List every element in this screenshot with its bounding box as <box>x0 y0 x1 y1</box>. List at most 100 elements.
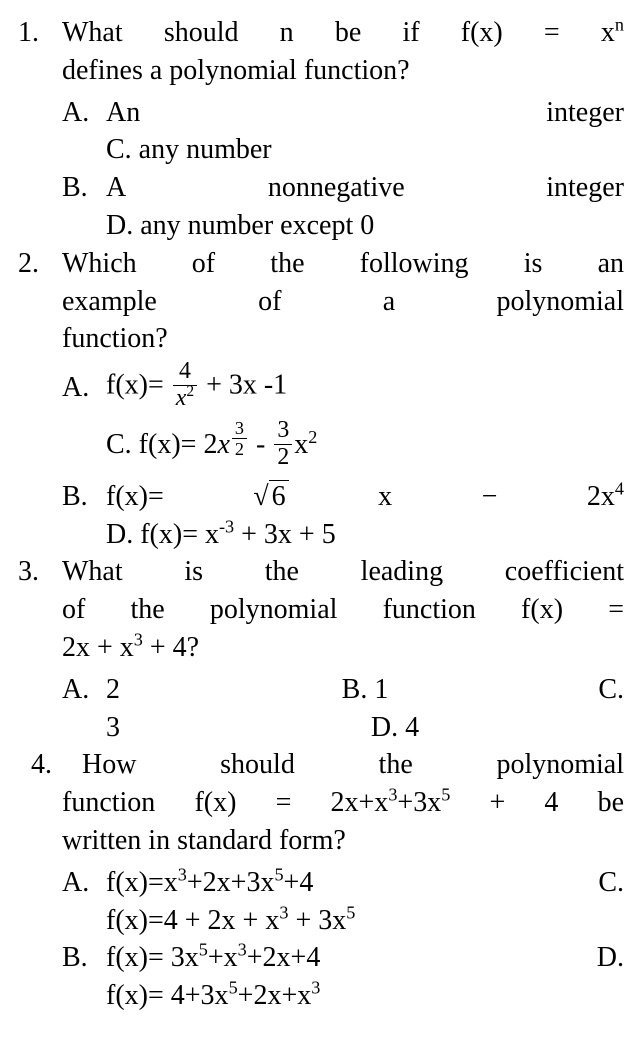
q1-a-label: A. <box>62 94 106 132</box>
question-3: 3. What is the leading coefficient of th… <box>18 553 624 666</box>
q4-stem-line3: written in standard form? <box>62 822 624 860</box>
q4-d-s1: 5 <box>229 978 238 998</box>
q4-b-text: f(x)= 3x5+x3+2x+4 D. <box>106 939 624 977</box>
q3-row2-blank <box>62 709 106 747</box>
q2-a-fx: f(x)= <box>106 370 164 401</box>
q1-b-word3: integer <box>546 169 624 207</box>
q3-stem-line3: 2x + x3 + 4? <box>62 629 624 667</box>
q2-c-xbase: x <box>217 429 229 460</box>
q4-a-text: f(x)=x3+2x+3x5+4 C. <box>106 864 624 902</box>
q4-a-ta: f(x)=x <box>106 867 178 898</box>
q2-stem-w4: polynomial <box>496 283 624 321</box>
q4-a-s2: 5 <box>274 864 283 884</box>
q2-d-sup: -3 <box>219 516 234 536</box>
q1-option-a: A. An integer <box>18 94 624 132</box>
q3-stem-line1: What is the leading coefficient <box>62 553 624 591</box>
q4-d-tb: +2x+x <box>238 980 312 1011</box>
q4-a-content: f(x)=x3+2x+3x5+4 <box>106 864 313 902</box>
question-2: 2. Which of the following is an example … <box>18 245 624 358</box>
q1-b-text: A nonnegative integer <box>106 169 624 207</box>
q2-stem-w3: a <box>383 283 395 321</box>
q2-c-xsup-num: 3 <box>232 419 247 439</box>
q3-stem3-b: + 4? <box>143 632 199 663</box>
q3-row2-a: 3 <box>106 709 259 747</box>
q1-stem-line2: defines a polynomial function? <box>62 52 624 90</box>
q2-b-sup: 4 <box>615 479 624 499</box>
q1-stem-line1: What should n be if f(x) = xn <box>62 14 624 52</box>
q4-stem2-c: + 4 be <box>450 787 624 818</box>
q2-a-tail: + 3x -1 <box>206 370 287 401</box>
q2-d-prefix: D. f(x)= x <box>106 519 219 550</box>
q1-b-word1: A <box>106 169 126 207</box>
q4-c-ta: f(x)=4 + 2x + x <box>106 905 279 936</box>
page: 1. What should n be if f(x) = xn defines… <box>0 0 634 1035</box>
q2-a-frac-den: x2 <box>173 386 197 411</box>
q1-stem-sup: n <box>615 15 624 35</box>
q2-stem-line1b: example of a polynomial <box>62 283 624 321</box>
q4-c-s2: 5 <box>346 902 355 922</box>
q3-options-row1: A. 2 B. 1 C. <box>18 671 624 709</box>
q2-a-frac-den-sup: 2 <box>186 383 194 400</box>
q2-c-frac2-num: 3 <box>274 419 292 445</box>
q3-row2-b: D. 4 <box>259 709 472 747</box>
q4-d-label: D. <box>597 939 624 977</box>
q2-c-tail: x <box>294 429 308 460</box>
q2-b-tail-base: 2x <box>587 481 615 512</box>
q2-stem-w1: example <box>62 283 157 321</box>
q4-d-ta: f(x)= 4+3x <box>106 980 229 1011</box>
q1-body: What should n be if f(x) = xn defines a … <box>62 14 624 90</box>
q2-stem-line1: Which of the following is an <box>62 245 624 283</box>
q4-stem2-b: +3x <box>397 787 441 818</box>
q2-body: Which of the following is an example of … <box>62 245 624 358</box>
q3-a-label: A. <box>62 671 106 709</box>
q2-c-xsup-den: 2 <box>232 439 247 458</box>
q4-stem2-a: function f(x) = 2x+x <box>62 787 388 818</box>
q4-stem-line2: function f(x) = 2x+x3+3x5 + 4 be <box>62 784 624 822</box>
q3-b-text: B. 1 <box>279 671 452 709</box>
q2-option-c: C. f(x)= 2x32 - 3 2 x2 <box>18 419 624 472</box>
q2-c-xsup: 32 <box>230 427 249 447</box>
q2-b-sqrt-val: 6 <box>269 480 289 512</box>
q4-option-b: B. f(x)= 3x5+x3+2x+4 D. <box>18 939 624 977</box>
q1-option-b: B. A nonnegative integer <box>18 169 624 207</box>
q3-stem3-sup: 3 <box>134 630 143 650</box>
q2-number: 2. <box>18 245 62 358</box>
q4-stem-line1: How should the polynomial <box>62 746 624 784</box>
q2-a-text: f(x)= 4 x2 + 3x -1 <box>106 362 624 413</box>
q1-b-word2: nonnegative <box>268 169 405 207</box>
q4-b-tc: +2x+4 <box>247 942 321 973</box>
q1-a-word2: integer <box>546 94 624 132</box>
q2-option-a: A. f(x)= 4 x2 + 3x -1 <box>18 362 624 413</box>
q4-a-s1: 3 <box>178 864 187 884</box>
q4-option-c-body: f(x)=4 + 2x + x3 + 3x5 <box>18 902 624 940</box>
q1-a-text: An integer <box>106 94 624 132</box>
q2-b-label: B. <box>62 478 106 516</box>
q2-option-d: D. f(x)= x-3 + 3x + 5 <box>18 516 624 554</box>
q2-d-tail: + 3x + 5 <box>234 519 336 550</box>
q2-a-fraction: 4 x2 <box>173 360 197 411</box>
q2-c-tail-sup: 2 <box>308 427 317 447</box>
q4-option-d-body: f(x)= 4+3x5+2x+x3 <box>18 977 624 1015</box>
q4-a-tc: +4 <box>284 867 314 898</box>
q2-c-mid: - <box>256 429 272 460</box>
q4-b-ta: f(x)= 3x <box>106 942 199 973</box>
q2-a-frac-den-base: x <box>176 385 187 411</box>
q4-option-a: A. f(x)=x3+2x+3x5+4 C. <box>18 864 624 902</box>
q2-c-frac2-den: 2 <box>274 445 292 470</box>
q4-d-s2: 3 <box>311 978 320 998</box>
q2-stem-w2: of <box>258 283 281 321</box>
q2-c-frac2: 3 2 <box>274 419 292 470</box>
question-1: 1. What should n be if f(x) = xn defines… <box>18 14 624 90</box>
q4-stem2-sup2: 5 <box>441 785 450 805</box>
q1-a-word1: An <box>106 94 140 132</box>
q3-options-row2: 3 D. 4 <box>18 709 624 747</box>
q4-body: How should the polynomial function f(x) … <box>62 746 624 859</box>
q2-b-fx: f(x)= <box>106 478 164 516</box>
q1-option-d: D. any number except 0 <box>18 207 624 245</box>
q4-b-label: B. <box>62 939 106 977</box>
q4-b-tb: +x <box>208 942 238 973</box>
q3-row2-text: 3 D. 4 <box>106 709 624 747</box>
q2-stem-line2: function? <box>62 320 624 358</box>
q2-c-prefix: C. f(x)= 2 <box>106 429 217 460</box>
q3-a-text: 2 <box>106 671 279 709</box>
